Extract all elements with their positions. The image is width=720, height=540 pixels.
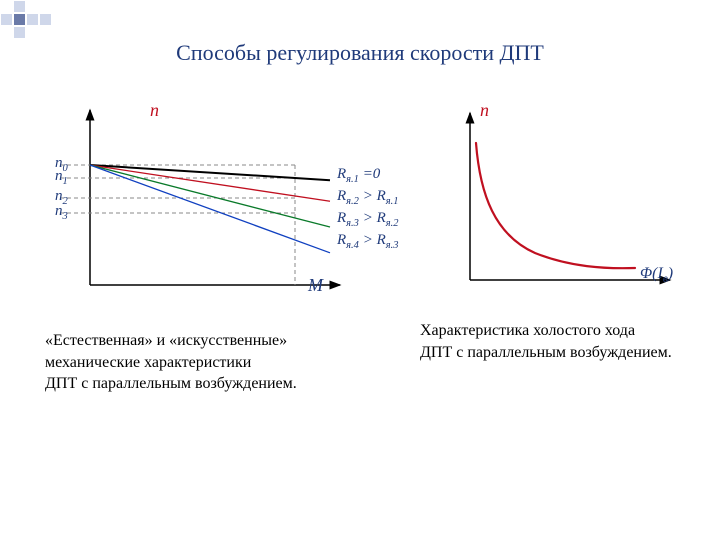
caption-right: Характеристика холостого ходаДПТ с парал…: [420, 320, 720, 363]
right-plot: nΦ(Iв): [440, 105, 690, 305]
n-axis-label-left: n: [150, 100, 159, 121]
resistance-label-1: Rя.1 =0: [337, 166, 380, 185]
page-title: Способы регулирования скорости ДПТ: [0, 40, 720, 66]
n-level-3: n3: [55, 203, 68, 222]
phi-axis-label: Φ(Iв): [640, 265, 673, 285]
resistance-label-4: Rя.4 > Rя.3: [337, 232, 399, 251]
resistance-label-3: Rя.3 > Rя.2: [337, 210, 399, 229]
resistance-label-2: Rя.2 > Rя.1: [337, 188, 399, 207]
caption-left: «Естественная» и «искусственные»механиче…: [45, 330, 395, 395]
corner-decoration: [0, 0, 52, 39]
left-plot: nMRя.1 =0Rя.2 > Rя.1Rя.3 > Rя.2Rя.4 > Rя…: [60, 100, 390, 310]
m-axis-label: M: [308, 275, 323, 296]
n-level-1: n1: [55, 168, 68, 187]
n-axis-label-right: n: [480, 100, 489, 121]
